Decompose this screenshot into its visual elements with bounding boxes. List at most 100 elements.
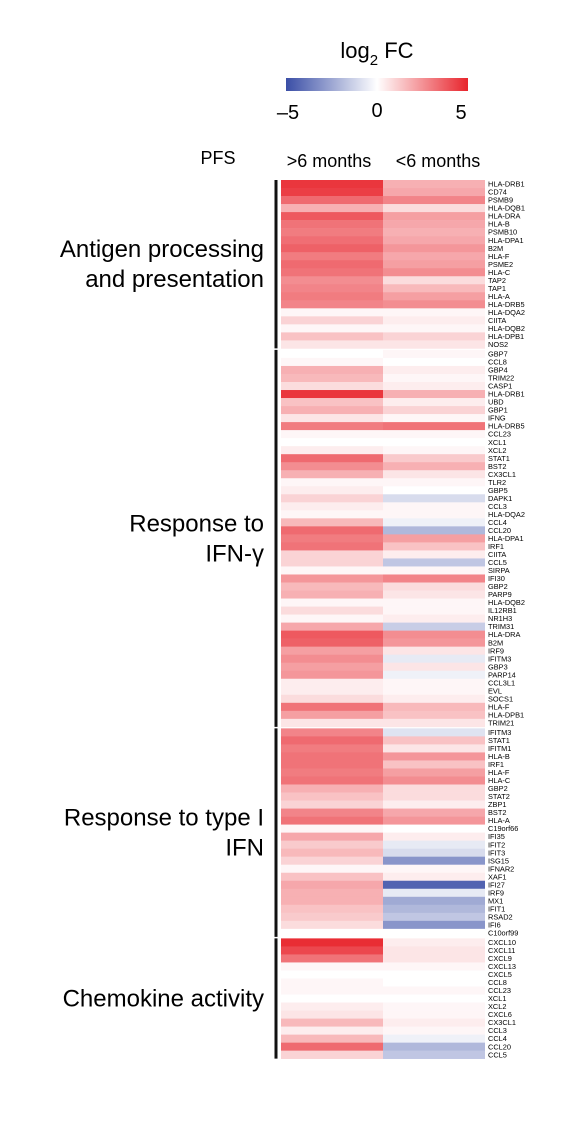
heatmap-cell-g2-r18-c1 (383, 872, 485, 882)
heatmap-cell-g1-r13-c0 (281, 454, 383, 463)
heatmap-cell-g1-r36-c1 (383, 638, 485, 647)
heatmap-cell-g1-r1-c1 (383, 357, 485, 367)
gene-label-g2-r17: IFNAR2 (488, 864, 514, 873)
legend-tick-mid: 0 (371, 100, 382, 122)
gene-label-g2-r16: ISG15 (488, 856, 509, 865)
heatmap-cell-g3-r7-c1 (383, 994, 485, 1003)
heatmap-cell-g1-r41-c1 (383, 678, 485, 688)
heatmap-cell-g2-r10-c0 (281, 808, 383, 817)
gene-label-g1-r34: TRIM31 (488, 622, 514, 631)
gene-label-g0-r4: HLA-DRA (488, 212, 521, 221)
gene-label-g2-r1: STAT1 (488, 736, 510, 745)
heatmap-cell-g0-r20-c1 (383, 340, 485, 349)
heatmap-cell-g2-r24-c1 (383, 920, 485, 930)
heatmap-cell-g0-r1-c0 (281, 188, 383, 197)
heatmap-cell-g1-r17-c1 (383, 486, 485, 495)
heatmap-cell-g1-r33-c1 (383, 614, 485, 623)
heatmap-cell-g2-r23-c1 (383, 912, 485, 922)
gene-label-g1-r19: CCL3 (488, 502, 507, 511)
gene-label-g3-r7: XCL1 (488, 994, 507, 1003)
gene-label-g0-r12: TAP2 (488, 276, 506, 285)
heatmap-cell-g1-r38-c1 (383, 654, 485, 663)
heatmap-cell-g2-r1-c0 (281, 736, 383, 745)
heatmap-cell-g1-r30-c1 (383, 590, 485, 599)
heatmap-cell-g2-r16-c1 (383, 856, 485, 865)
heatmap-cell-g1-r36-c0 (281, 638, 383, 647)
heatmap-cell-g2-r18-c0 (281, 872, 383, 882)
heatmap-cell-g1-r27-c0 (281, 566, 383, 575)
gene-label-g3-r14: CCL5 (488, 1050, 507, 1059)
gene-label-g1-r40: PARP14 (488, 670, 516, 679)
gene-label-g3-r10: CX3CL1 (488, 1018, 516, 1027)
gene-label-g1-r20: HLA-DQA2 (488, 510, 525, 519)
heatmap-cell-g2-r25-c1 (383, 928, 485, 938)
gene-label-g2-r9: ZBP1 (488, 800, 506, 809)
heatmap-cell-g0-r4-c1 (383, 212, 485, 221)
row-header-label: PFS (200, 148, 235, 168)
heatmap-cell-g1-r8-c1 (383, 414, 485, 423)
gene-label-g1-r32: IL12RB1 (488, 606, 517, 615)
heatmap-cell-g2-r12-c1 (383, 824, 485, 833)
heatmap-cell-g0-r19-c0 (281, 332, 383, 341)
gene-label-g1-r7: GBP1 (488, 406, 508, 415)
heatmap-cell-g1-r35-c1 (383, 630, 485, 639)
gene-label-g1-r38: IFITM3 (488, 654, 511, 663)
heatmap-cell-g1-r30-c0 (281, 590, 383, 599)
heatmap-cell-g2-r2-c1 (383, 744, 485, 753)
heatmap-cell-g1-r4-c0 (281, 382, 383, 391)
gene-label-g2-r22: IFIT1 (488, 904, 505, 913)
gene-label-g2-r3: HLA-B (488, 752, 510, 761)
heatmap-cell-g3-r11-c0 (281, 1026, 383, 1035)
gene-label-g2-r6: HLA-C (488, 776, 511, 785)
heatmap-cell-g1-r19-c0 (281, 502, 383, 511)
column-label-0: >6 months (287, 151, 372, 171)
heatmap-cell-g1-r21-c0 (281, 518, 383, 527)
heatmap-cell-g1-r9-c0 (281, 422, 383, 431)
gene-label-g1-r46: TRIM21 (488, 718, 514, 727)
heatmap-cell-g0-r20-c0 (281, 340, 383, 349)
gene-label-g0-r13: TAP1 (488, 284, 506, 293)
gene-label-g1-r6: UBD (488, 398, 504, 407)
group-label-1-line-0: Response to (129, 510, 264, 537)
heatmap-cell-g2-r8-c0 (281, 792, 383, 801)
gene-label-g2-r20: IRF9 (488, 888, 504, 897)
gene-label-g3-r8: XCL2 (488, 1002, 507, 1011)
heatmap-cell-g3-r4-c1 (383, 970, 485, 979)
heatmap-cell-g2-r1-c1 (383, 736, 485, 745)
heatmap-cell-g1-r43-c1 (383, 694, 485, 704)
heatmap-cell-g0-r8-c1 (383, 244, 485, 253)
heatmap-cell-g3-r12-c0 (281, 1034, 383, 1043)
gene-label-g2-r0: IFITM3 (488, 728, 511, 737)
gene-label-g1-r14: BST2 (488, 462, 506, 471)
gene-label-g1-r42: EVL (488, 686, 502, 695)
heatmap-cell-g3-r1-c0 (281, 946, 383, 955)
heatmap-cell-g1-r16-c1 (383, 478, 485, 487)
heatmap-cell-g1-r22-c0 (281, 526, 383, 535)
heatmap-grid: HLA-DRB1CD74PSMB9HLA-DQB1HLA-DRAHLA-BPSM… (60, 180, 525, 1060)
gene-label-g1-r3: TRIM22 (488, 374, 514, 383)
heatmap-cell-g1-r7-c1 (383, 406, 485, 415)
heatmap-cell-g2-r11-c0 (281, 816, 383, 825)
gene-label-g3-r5: CCL8 (488, 978, 507, 987)
gene-label-g1-r26: CCL5 (488, 558, 507, 567)
heatmap-cell-g1-r3-c1 (383, 373, 485, 383)
gene-label-g2-r10: BST2 (488, 808, 506, 817)
heatmap-cell-g1-r26-c1 (383, 558, 485, 567)
gene-label-g2-r23: RSAD2 (488, 912, 513, 921)
gene-label-g0-r1: CD74 (488, 188, 507, 197)
heatmap-cell-g1-r11-c0 (281, 438, 383, 447)
gene-label-g2-r4: IRF1 (488, 760, 504, 769)
heatmap-cell-g1-r20-c0 (281, 510, 383, 519)
gene-label-g0-r3: HLA-DQB1 (488, 204, 525, 213)
heatmap-cell-g0-r6-c1 (383, 228, 485, 237)
heatmap-cell-g0-r2-c0 (281, 196, 383, 205)
gene-label-g3-r13: CCL20 (488, 1042, 511, 1051)
heatmap-cell-g0-r8-c0 (281, 244, 383, 253)
heatmap-cell-g0-r0-c0 (281, 180, 383, 189)
heatmap-cell-g1-r19-c1 (383, 502, 485, 511)
heatmap-cell-g2-r15-c0 (281, 848, 383, 857)
group-label-0-line-0: Antigen processing (60, 236, 264, 263)
gene-label-g1-r10: CCL23 (488, 430, 511, 439)
heatmap-cell-g2-r14-c1 (383, 840, 485, 849)
heatmap-cell-g3-r10-c1 (383, 1018, 485, 1027)
